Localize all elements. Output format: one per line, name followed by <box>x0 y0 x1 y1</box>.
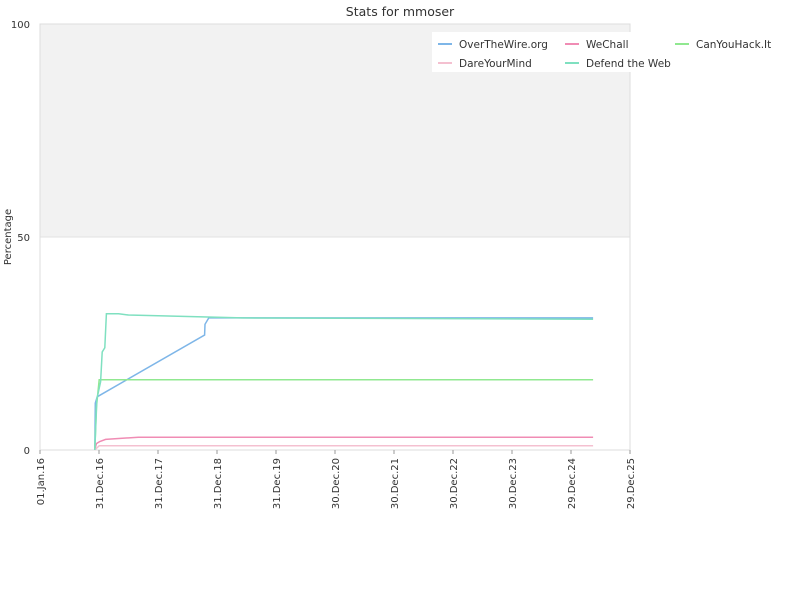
x-tick-label: 31.Dec.17 <box>154 458 165 509</box>
x-tick-label: 31.Dec.18 <box>213 458 224 509</box>
x-tick-label: 29.Dec.24 <box>567 458 578 509</box>
chart-title: Stats for mmoser <box>346 4 455 19</box>
x-tick-label: 30.Dec.22 <box>449 458 460 509</box>
legend-label: WeChall <box>586 39 628 51</box>
plot-area: 0 50 100 01.Jan.16 31.Dec.16 31.Dec.17 31.Dec.… <box>11 20 637 509</box>
series-line <box>94 317 594 451</box>
legend: OverTheWire.org WeChall CanYouHack.It DareY… <box>432 32 790 72</box>
legend-label: CanYouHack.It <box>696 39 771 51</box>
series-line <box>94 436 594 451</box>
series-line <box>94 378 594 451</box>
y-tick-label: 100 <box>11 20 30 31</box>
x-tick-label: 01.Jan.16 <box>36 458 47 505</box>
x-tick-label: 30.Dec.23 <box>508 458 519 509</box>
y-tick-label: 50 <box>17 233 30 244</box>
x-tick-label: 31.Dec.16 <box>95 458 106 509</box>
series-line <box>94 444 594 451</box>
x-tick-label: 31.Dec.19 <box>272 458 283 509</box>
x-tick-label: 30.Dec.21 <box>390 458 401 509</box>
legend-label: DareYourMind <box>459 58 532 70</box>
x-tick-label: 29.Dec.25 <box>626 458 637 509</box>
legend-background <box>432 32 790 72</box>
x-tick-label: 30.Dec.20 <box>331 458 342 509</box>
legend-label: Defend the Web <box>586 58 671 70</box>
y-axis-label: Percentage <box>3 209 14 265</box>
legend-label: OverTheWire.org <box>459 39 548 51</box>
y-tick-label: 0 <box>24 446 30 457</box>
series-line <box>94 312 594 451</box>
